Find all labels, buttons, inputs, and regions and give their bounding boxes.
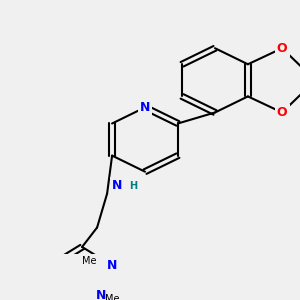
Text: N: N bbox=[96, 290, 106, 300]
Text: Me: Me bbox=[82, 256, 96, 266]
Text: N: N bbox=[107, 259, 118, 272]
Text: O: O bbox=[277, 106, 287, 119]
Text: N: N bbox=[140, 101, 150, 114]
Text: O: O bbox=[277, 42, 287, 55]
Text: H: H bbox=[129, 182, 137, 191]
Text: Me: Me bbox=[105, 294, 120, 300]
Text: N: N bbox=[112, 179, 122, 192]
